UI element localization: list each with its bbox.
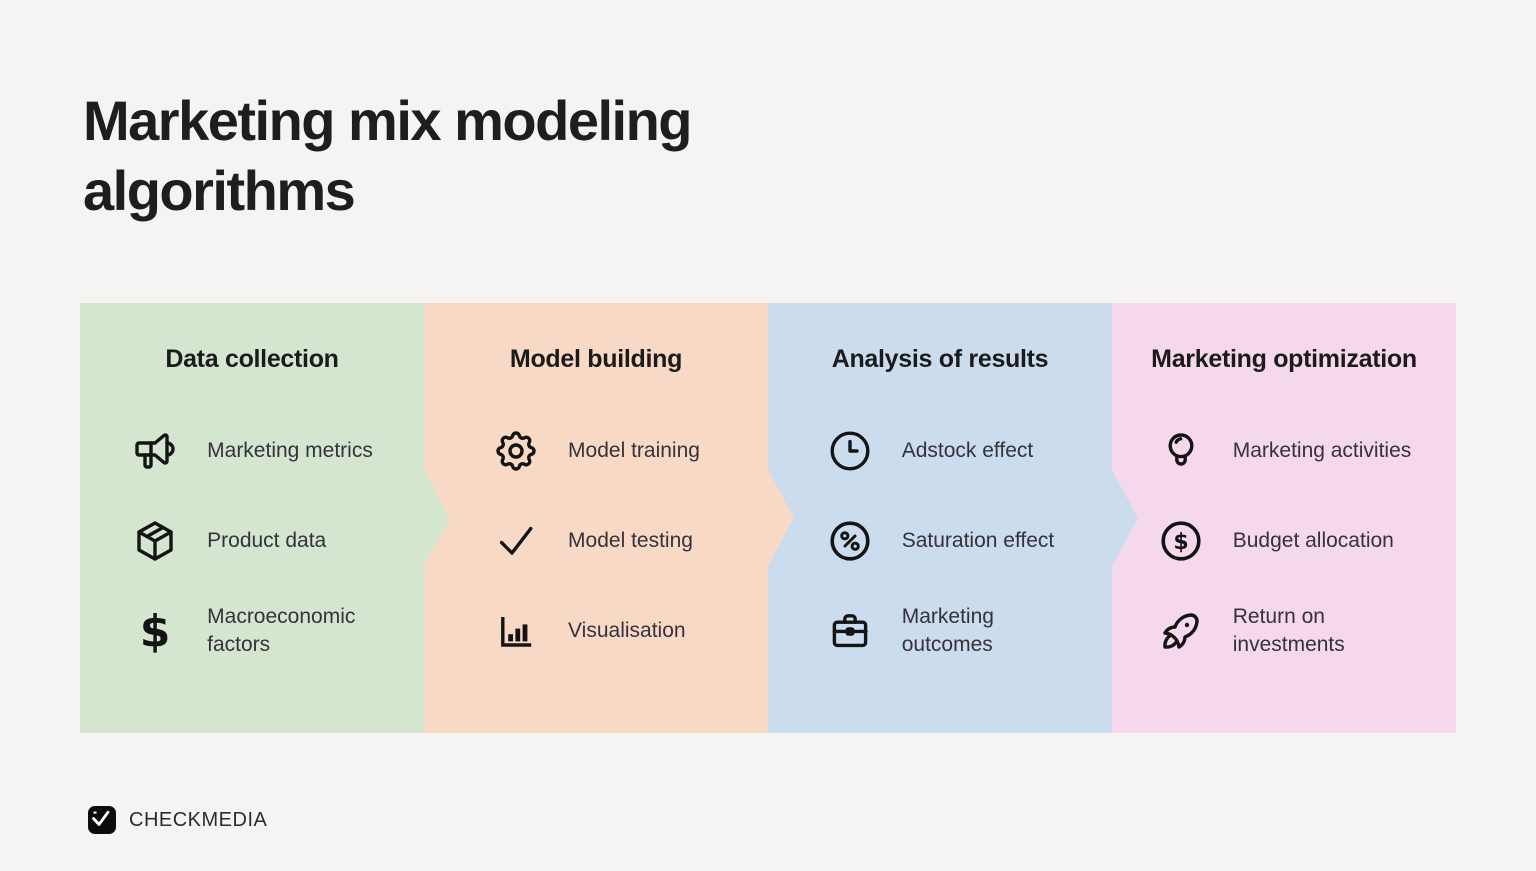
list-item: Adstock effect xyxy=(826,423,1055,479)
column-header: Marketing optimization xyxy=(1151,345,1417,373)
item-label: Model testing xyxy=(568,529,693,552)
list-item: $ Budget allocation xyxy=(1157,513,1412,569)
rocket-icon xyxy=(1157,607,1205,655)
clock-icon xyxy=(826,427,874,475)
dollar-icon: $ xyxy=(131,607,179,655)
item-label: Return on investments xyxy=(1232,605,1345,656)
dollar-circle-icon: $ xyxy=(1157,517,1205,565)
column-marketing-optimization: Marketing optimization Marketing activit… xyxy=(1112,303,1456,733)
gear-icon xyxy=(492,427,540,475)
item-label: Visualisation xyxy=(568,619,686,642)
list-item: Model testing xyxy=(492,513,700,569)
lightbulb-icon xyxy=(1157,427,1205,475)
column-header: Data collection xyxy=(165,345,339,373)
process-band: Data collection Marketing metrics xyxy=(80,303,1456,733)
item-label: Macroeconomic factors xyxy=(207,605,356,656)
item-label: Product data xyxy=(207,529,327,552)
briefcase-icon xyxy=(826,607,874,655)
item-label: Budget allocation xyxy=(1232,529,1394,552)
item-label: Marketing outcomes xyxy=(901,605,994,656)
item-label: Saturation effect xyxy=(901,529,1055,552)
column-analysis-of-results: Analysis of results Adstock effect xyxy=(768,303,1138,733)
brand-footer: CHECKMEDIA xyxy=(88,806,267,834)
svg-text:$: $ xyxy=(140,607,171,655)
list-item: $ Macroeconomic factors xyxy=(131,603,373,659)
svg-text:$: $ xyxy=(1173,530,1188,555)
column-header: Model building xyxy=(509,345,683,373)
list-item: Marketing outcomes xyxy=(826,603,1055,659)
column-data-collection: Data collection Marketing metrics xyxy=(80,303,450,733)
item-label: Marketing activities xyxy=(1232,439,1412,462)
page-title: Marketing mix modeling algorithms xyxy=(83,89,693,222)
percent-icon xyxy=(826,517,874,565)
list-item: Return on investments xyxy=(1157,603,1412,659)
list-item: Saturation effect xyxy=(826,513,1055,569)
list-item: Product data xyxy=(131,513,373,569)
checkmark-icon xyxy=(492,517,540,565)
list-item: Marketing metrics xyxy=(131,423,373,479)
item-label: Model training xyxy=(568,439,700,462)
checkbox-check-icon xyxy=(88,806,116,834)
column-header: Analysis of results xyxy=(831,345,1049,373)
item-label: Marketing metrics xyxy=(207,439,373,462)
package-icon xyxy=(131,517,179,565)
list-item: Model training xyxy=(492,423,700,479)
list-item: Marketing activities xyxy=(1157,423,1412,479)
list-item: Visualisation xyxy=(492,603,700,659)
bar-chart-icon xyxy=(492,607,540,655)
megaphone-icon xyxy=(131,427,179,475)
item-label: Adstock effect xyxy=(901,439,1034,462)
column-model-building: Model building Model training xyxy=(424,303,794,733)
brand-name: CHECKMEDIA xyxy=(129,808,268,831)
